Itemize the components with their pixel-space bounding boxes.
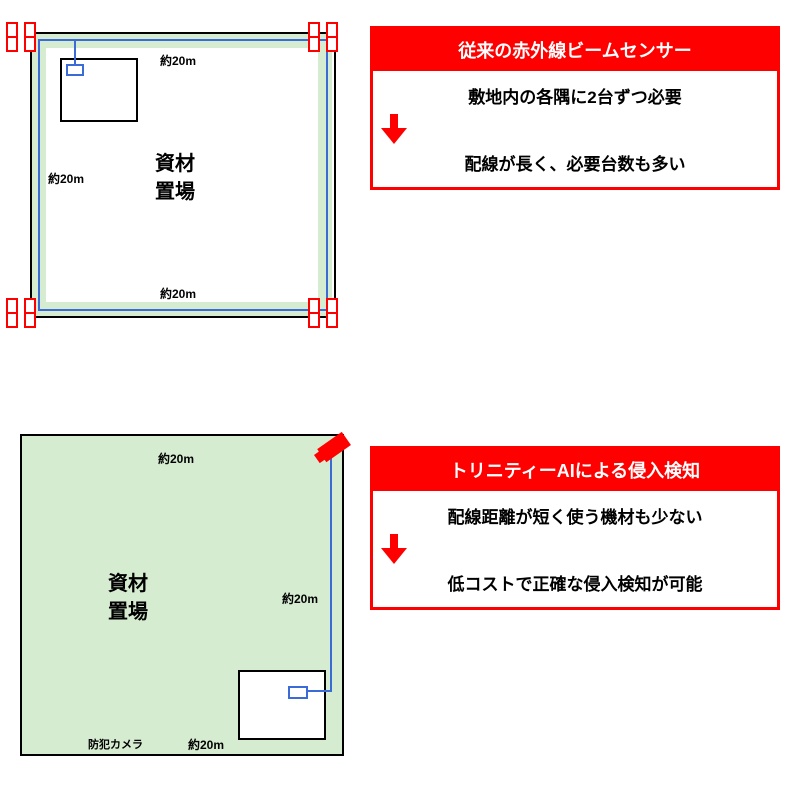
arrow-down-icon (381, 114, 769, 144)
dim-label-bottom: 約20m (160, 285, 196, 302)
callout-line1: 敷地内の各隅に2台ずつ必要 (381, 83, 769, 108)
area-label-l1: 資材 (108, 573, 148, 595)
arrow-down-icon (381, 534, 769, 564)
top-diagram: 約20m 約20m 約20m 資材 置場 (10, 20, 340, 330)
callout-body: 配線距離が短く使う機材も少ない 低コストで正確な侵入検知が可能 (373, 491, 777, 607)
blue-wire (308, 690, 332, 692)
blue-wire-stub (74, 39, 76, 64)
area-label-l2: 置場 (108, 601, 148, 623)
blue-wire (330, 452, 332, 692)
callout-line1: 配線距離が短く使う機材も少ない (381, 503, 769, 528)
camera-icon (310, 426, 356, 477)
dim-label-top: 約20m (160, 52, 196, 69)
dim-label-bottom: 約20m (188, 736, 224, 753)
area-label: 資材 置場 (155, 150, 195, 206)
callout-header: 従来の赤外線ビームセンサー (373, 29, 777, 71)
callout-line2: 低コストで正確な侵入検知が可能 (381, 570, 769, 595)
area-label-l2: 置場 (155, 181, 195, 203)
junction-box (66, 64, 84, 76)
dim-label-top: 約20m (158, 450, 194, 467)
callout-bottom: トリニティーAIによる侵入検知 配線距離が短く使う機材も少ない 低コストで正確な… (370, 446, 780, 610)
junction-box (288, 686, 308, 699)
bottom-diagram: 約20m 約20m 約20m 資材 置場 防犯カメラ (18, 430, 348, 760)
top-section: 約20m 約20m 約20m 資材 置場 従来の赤外線ビームセンサー 敷地内の各… (0, 0, 800, 380)
dim-label-left: 約20m (48, 170, 84, 187)
area-label-l1: 資材 (155, 153, 195, 175)
dim-label-right: 約20m (282, 590, 318, 607)
area-label: 資材 置場 (108, 570, 148, 626)
callout-top: 従来の赤外線ビームセンサー 敷地内の各隅に2台ずつ必要 配線が長く、必要台数も多… (370, 26, 780, 190)
callout-header: トリニティーAIによる侵入検知 (373, 449, 777, 491)
callout-body: 敷地内の各隅に2台ずつ必要 配線が長く、必要台数も多い (373, 71, 777, 187)
bottom-section: 約20m 約20m 約20m 資材 置場 防犯カメラ トリニティーAIによる侵入… (0, 420, 800, 800)
callout-line2: 配線が長く、必要台数も多い (381, 150, 769, 175)
legend-label: 防犯カメラ (88, 736, 143, 752)
building-box (238, 670, 326, 740)
